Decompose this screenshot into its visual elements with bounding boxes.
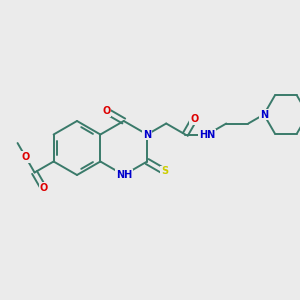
Text: NH: NH bbox=[116, 170, 132, 180]
Text: N: N bbox=[260, 110, 268, 119]
Text: O: O bbox=[21, 152, 30, 162]
Text: O: O bbox=[39, 183, 48, 193]
Text: N: N bbox=[143, 130, 151, 140]
Text: N: N bbox=[260, 110, 268, 119]
Text: HN: HN bbox=[199, 130, 215, 140]
Text: O: O bbox=[190, 114, 198, 124]
Text: S: S bbox=[161, 167, 168, 176]
Text: O: O bbox=[102, 106, 111, 116]
